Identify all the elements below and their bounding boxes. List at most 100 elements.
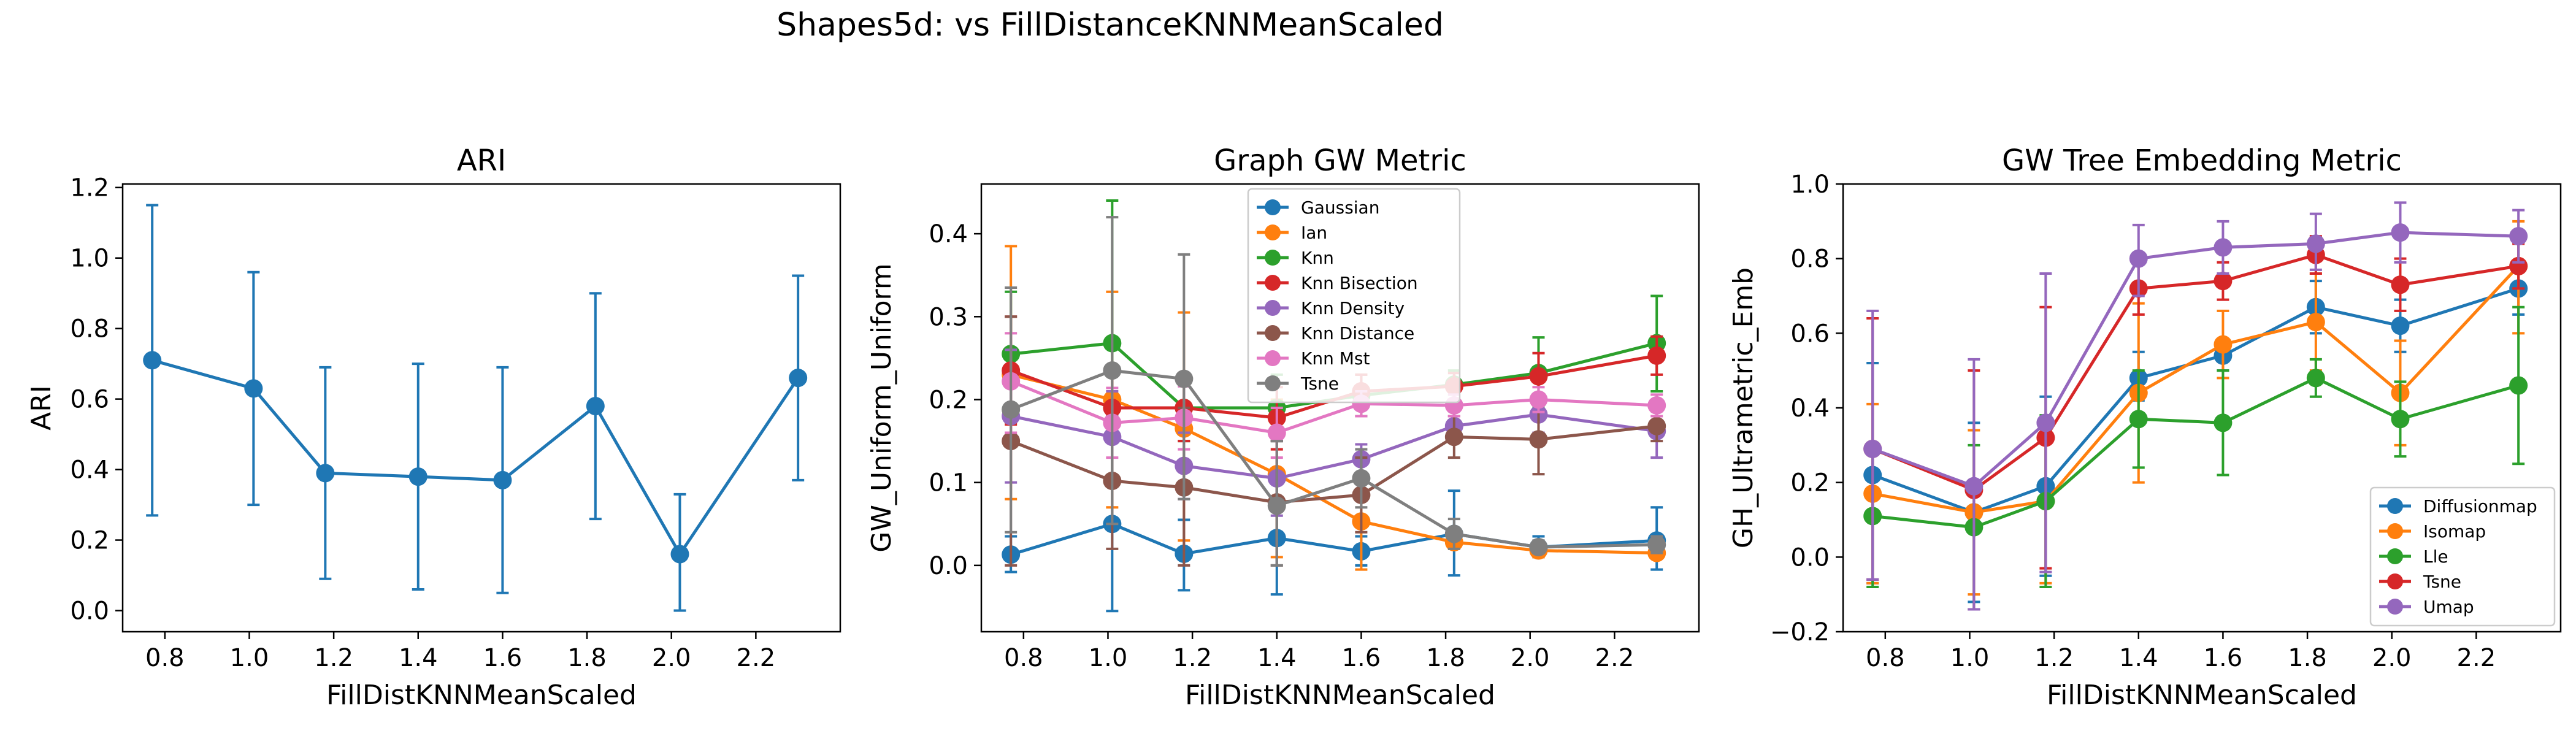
data-point [2509, 227, 2528, 246]
data-point [2306, 313, 2325, 332]
legend-marker [1265, 275, 1281, 291]
data-point [1647, 346, 1666, 365]
legend-label: Knn Bisection [1301, 273, 1418, 293]
series-umap [1863, 201, 2528, 611]
y-axis-label: GH_Ultrametric_Emb [1728, 267, 1759, 548]
y-tick-label: 0.4 [70, 456, 109, 485]
x-tick-label: 1.2 [1173, 644, 1212, 672]
x-tick-label: 1.6 [483, 644, 523, 672]
y-tick-label: −0.2 [1770, 618, 1830, 646]
data-point [1444, 524, 1463, 543]
x-tick-label: 2.0 [1511, 644, 1550, 672]
x-tick-label: 2.2 [737, 644, 776, 672]
x-axis-label: FillDistKNNMeanScaled [1185, 680, 1495, 711]
series-line [1872, 376, 2519, 529]
series-line [1872, 231, 2519, 488]
y-tick-label: 1.0 [1790, 171, 1830, 199]
data-point [2214, 272, 2233, 291]
legend-marker [1265, 224, 1281, 240]
legend-marker [2387, 573, 2403, 589]
x-tick-label: 0.8 [145, 644, 185, 672]
legend-marker [1265, 300, 1281, 316]
y-tick-label: 0.6 [1790, 320, 1830, 348]
panel-2: Graph GW Metric 0.8 1.0 1.2 1.4 1.6 1.8 2.0 2.2 0… [866, 144, 1700, 711]
data-point [1444, 427, 1463, 447]
x-tick-label: 1.4 [1257, 644, 1297, 672]
series-line [1872, 253, 2519, 492]
data-point [1267, 423, 1286, 442]
data-point [143, 351, 162, 370]
data-point [2509, 376, 2528, 395]
x-tick-label: 2.2 [2457, 644, 2496, 672]
x-tick-label: 1.0 [230, 644, 269, 672]
legend: Diffusionmap Isomap Lle Tsne Umap [2369, 486, 2556, 627]
y-tick-label: 0.2 [70, 527, 109, 555]
legend-marker [1265, 199, 1281, 215]
legend-marker [2387, 548, 2403, 564]
x-tick-label: 1.2 [314, 644, 353, 672]
legend-label: Isomap [2423, 521, 2486, 542]
panel-1: ARI 0.8 1.0 1.2 1.4 1.6 1.8 2.0 2.2 0.0 0.2 0.4 0.6 0… [26, 144, 841, 711]
data-point [2391, 275, 2410, 294]
y-tick-label: 0.2 [1790, 469, 1830, 497]
x-tick-label: 0.8 [1004, 644, 1043, 672]
data-point [1529, 430, 1548, 449]
legend: Gaussian Ian Knn Knn Bisection Knn Density Kn… [1247, 188, 1461, 404]
data-point [1529, 390, 1548, 409]
data-point [2214, 413, 2233, 432]
axes-frame [980, 183, 1700, 633]
data-point [2129, 410, 2148, 429]
data-point [1267, 496, 1286, 515]
series-line [1010, 424, 1657, 504]
legend-label: Knn Density [1301, 298, 1405, 318]
x-tick-label: 1.2 [2034, 644, 2074, 672]
x-tick-label: 2.0 [2372, 644, 2412, 672]
x-tick-label: 0.8 [1866, 644, 1905, 672]
data-point [670, 545, 689, 564]
data-point [1965, 477, 1984, 496]
x-axis-label: FillDistKNNMeanScaled [2047, 680, 2357, 711]
panel-title: GW Tree Embedding Metric [2002, 144, 2402, 178]
x-tick-label: 2.2 [1595, 644, 1635, 672]
legend-box [2369, 486, 2556, 627]
data-point [244, 379, 263, 398]
legend-marker [2387, 599, 2403, 615]
data-point [1002, 400, 1021, 419]
data-point [1647, 416, 1666, 435]
y-tick-label: 0.8 [70, 315, 109, 343]
y-tick-label: 0.2 [929, 386, 968, 414]
data-point [1352, 469, 1371, 488]
series-line [1010, 354, 1657, 420]
legend-label: Diffusionmap [2423, 496, 2537, 516]
y-tick-label: 1.2 [70, 174, 109, 202]
data-point [2214, 238, 2233, 257]
panels: ARI 0.8 1.0 1.2 1.4 1.6 1.8 2.0 2.2 0.0 0.2 0.4 0.6 0… [26, 144, 2562, 711]
series-line [1872, 265, 2520, 514]
legend-label: Umap [2423, 597, 2474, 617]
data-point [586, 397, 605, 416]
x-tick-label: 2.0 [652, 644, 691, 672]
data-point [1529, 367, 1548, 386]
series-line [1010, 369, 1657, 549]
x-tick-label: 1.4 [2119, 644, 2158, 672]
panel-3: GW Tree Embedding Metric 0.8 1.0 1.2 1.4 1.6 1… [1728, 144, 2562, 711]
y-tick-label: 0.1 [929, 469, 968, 497]
figure-suptitle: Shapes5d: vs FillDistanceKNNMeanScaled [776, 7, 1444, 44]
legend-label: Knn [1301, 248, 1334, 268]
data-point [2391, 316, 2410, 335]
y-axis-label: ARI [26, 385, 57, 431]
legend-marker [1265, 375, 1281, 391]
legend-label: Gaussian [1301, 197, 1379, 218]
legend-marker [1265, 325, 1281, 341]
data-point [1647, 535, 1666, 554]
series-1 [143, 204, 808, 612]
data-point [1863, 439, 1882, 458]
legend-marker [1265, 250, 1281, 266]
legend-label: Ian [1301, 223, 1327, 243]
x-tick-label: 1.4 [399, 644, 438, 672]
legend-label: Tsne [2423, 572, 2461, 592]
data-point [493, 470, 512, 489]
data-point [2306, 369, 2325, 388]
series-line [1010, 380, 1657, 435]
legend-marker [1265, 350, 1281, 366]
